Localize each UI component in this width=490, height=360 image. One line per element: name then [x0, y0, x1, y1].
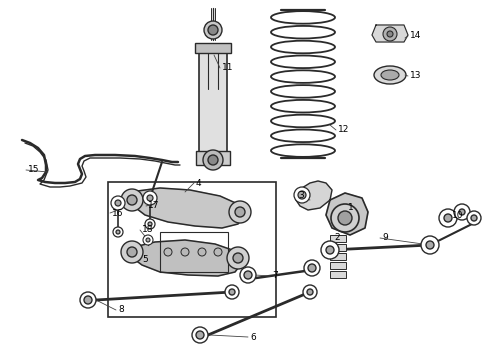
Bar: [160, 232, 228, 272]
Bar: [330, 253, 346, 260]
Circle shape: [204, 21, 222, 39]
Text: 15: 15: [28, 166, 40, 175]
Text: 14: 14: [410, 31, 421, 40]
Circle shape: [121, 189, 143, 211]
Text: 1: 1: [348, 202, 354, 211]
Bar: [330, 235, 346, 242]
Circle shape: [454, 204, 470, 220]
Circle shape: [308, 264, 316, 272]
Bar: [199, 45, 227, 155]
Circle shape: [444, 214, 452, 222]
Circle shape: [383, 27, 397, 41]
Circle shape: [294, 187, 310, 203]
Text: 13: 13: [410, 72, 421, 81]
Circle shape: [421, 236, 439, 254]
Circle shape: [198, 248, 206, 256]
Polygon shape: [296, 181, 332, 210]
Text: 7: 7: [272, 271, 278, 280]
Text: 5: 5: [142, 256, 148, 265]
Circle shape: [113, 227, 123, 237]
Circle shape: [80, 292, 96, 308]
Circle shape: [84, 296, 92, 304]
Circle shape: [203, 150, 223, 170]
Ellipse shape: [374, 66, 406, 84]
Text: 8: 8: [118, 306, 124, 315]
Text: 16: 16: [112, 208, 123, 217]
Circle shape: [208, 25, 218, 35]
Circle shape: [338, 211, 352, 225]
Circle shape: [196, 331, 204, 339]
Bar: [330, 271, 346, 278]
Circle shape: [426, 241, 434, 249]
Circle shape: [225, 285, 239, 299]
Bar: [196, 151, 230, 165]
Circle shape: [304, 260, 320, 276]
Circle shape: [143, 191, 157, 205]
Circle shape: [331, 204, 359, 232]
Polygon shape: [326, 193, 368, 235]
Circle shape: [147, 195, 153, 201]
Text: 10: 10: [452, 211, 464, 220]
Circle shape: [321, 241, 339, 259]
Circle shape: [208, 155, 218, 165]
Polygon shape: [128, 188, 245, 228]
Text: 9: 9: [382, 234, 388, 243]
Circle shape: [307, 289, 313, 295]
Circle shape: [240, 267, 256, 283]
Bar: [330, 244, 346, 251]
Circle shape: [471, 215, 477, 221]
Circle shape: [227, 247, 249, 269]
Ellipse shape: [381, 70, 399, 80]
Bar: [195, 43, 231, 53]
Circle shape: [387, 31, 393, 37]
Circle shape: [121, 241, 143, 263]
Circle shape: [127, 247, 137, 257]
Circle shape: [233, 253, 243, 263]
Circle shape: [439, 209, 457, 227]
Text: 4: 4: [196, 179, 201, 188]
Text: 11: 11: [222, 63, 234, 72]
Circle shape: [459, 209, 465, 215]
Circle shape: [303, 285, 317, 299]
Circle shape: [181, 248, 189, 256]
Circle shape: [111, 196, 125, 210]
Text: 18: 18: [142, 225, 153, 234]
Circle shape: [164, 248, 172, 256]
Circle shape: [116, 230, 120, 234]
Text: 12: 12: [338, 126, 349, 135]
Circle shape: [115, 200, 121, 206]
Circle shape: [235, 207, 245, 217]
Circle shape: [229, 289, 235, 295]
Circle shape: [145, 219, 155, 229]
Polygon shape: [130, 240, 242, 276]
Circle shape: [127, 195, 137, 205]
Text: 6: 6: [250, 333, 256, 342]
Circle shape: [143, 235, 153, 245]
Circle shape: [298, 191, 306, 199]
Polygon shape: [372, 25, 408, 42]
Text: 2: 2: [334, 234, 340, 243]
Circle shape: [467, 211, 481, 225]
Circle shape: [192, 327, 208, 343]
Bar: [330, 262, 346, 269]
Circle shape: [146, 238, 150, 242]
Text: 3: 3: [298, 192, 304, 201]
Circle shape: [214, 248, 222, 256]
Circle shape: [229, 201, 251, 223]
Circle shape: [148, 222, 152, 226]
Circle shape: [244, 271, 252, 279]
Circle shape: [326, 246, 334, 254]
Text: 17: 17: [148, 202, 160, 211]
Bar: [108, 182, 276, 317]
